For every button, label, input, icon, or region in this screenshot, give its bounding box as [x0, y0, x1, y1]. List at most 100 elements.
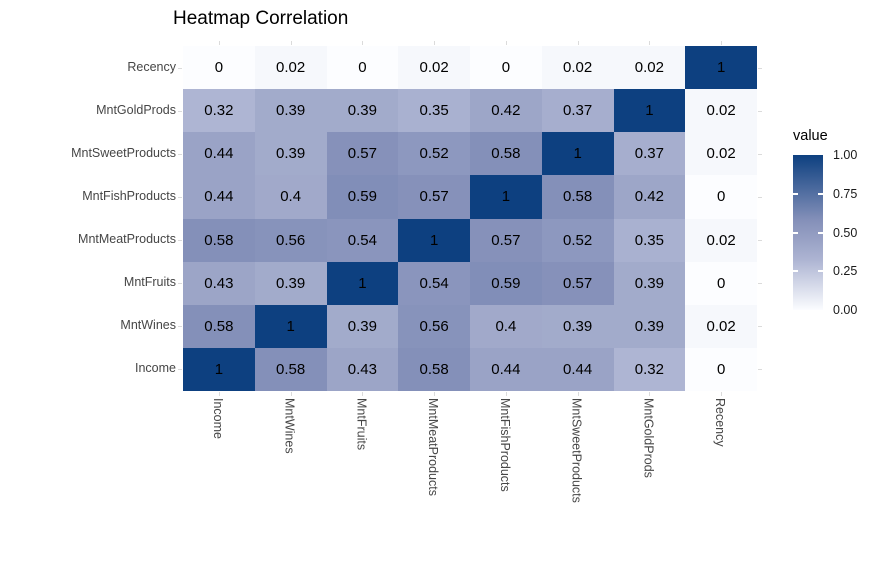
heatmap-cell: 0.02 — [685, 218, 757, 262]
heatmap-cell: 0.58 — [254, 347, 327, 391]
heatmap-cell: 0.02 — [541, 46, 614, 90]
heatmap-cell: 0.44 — [470, 347, 542, 391]
heatmap-cell: 0.58 — [541, 175, 614, 219]
y-axis-label: MntFishProducts — [82, 188, 176, 203]
heatmap-cell: 0.39 — [254, 89, 327, 133]
heatmap-cell: 0.54 — [398, 261, 470, 305]
legend-notch — [818, 192, 823, 195]
heatmap-cell: 0.58 — [398, 347, 470, 391]
axis-tick — [649, 41, 651, 45]
heatmap-cell: 1 — [326, 261, 399, 305]
heatmap-cell: 0.57 — [470, 218, 542, 262]
heatmap-cell: 0.35 — [398, 89, 470, 133]
axis-tick — [290, 392, 292, 396]
heatmap-cell: 0.02 — [398, 46, 470, 90]
heatmap-cell: 0.39 — [326, 304, 399, 348]
heatmap-cell: 0.52 — [398, 132, 470, 176]
heatmap-cell: 0.43 — [326, 347, 399, 391]
heatmap-cell: 0.59 — [470, 261, 542, 305]
axis-tick — [434, 392, 436, 396]
axis-tick — [577, 41, 579, 45]
legend-notch — [793, 192, 798, 195]
axis-tick — [178, 283, 182, 285]
axis-tick — [649, 392, 651, 396]
heatmap-cell: 0 — [685, 261, 757, 305]
axis-tick — [178, 196, 182, 198]
heatmap-cell: 0.44 — [541, 347, 614, 391]
heatmap-cell: 0 — [470, 46, 542, 90]
axis-tick — [178, 67, 182, 69]
legend-notch — [793, 231, 798, 234]
heatmap-cell: 0.44 — [183, 175, 255, 219]
legend-title: value — [793, 128, 828, 144]
heatmap-cell: 0.58 — [470, 132, 542, 176]
axis-tick — [178, 153, 182, 155]
y-axis-label: Recency — [127, 59, 176, 74]
heatmap-cell: 1 — [685, 46, 757, 90]
heatmap-cell: 0.37 — [613, 132, 686, 176]
heatmap-cell: 0.32 — [613, 347, 686, 391]
heatmap-cell: 0.54 — [326, 218, 399, 262]
legend-tick-label: 1.00 — [833, 148, 858, 162]
chart-title: Heatmap Correlation — [173, 8, 349, 29]
axis-tick — [178, 326, 182, 328]
heatmap-cell: 0.56 — [254, 218, 327, 262]
heatmap-cell: 0.57 — [541, 261, 614, 305]
heatmap-cell: 0.39 — [326, 89, 399, 133]
heatmap-cell: 0.59 — [326, 175, 399, 219]
heatmap-cell: 0.39 — [254, 261, 327, 305]
x-axis-label: MntGoldProds — [641, 398, 656, 478]
x-axis-label: MntWines — [282, 398, 297, 454]
heatmap-cell: 0 — [685, 175, 757, 219]
axis-tick — [362, 41, 364, 45]
legend-gradient-bar — [793, 155, 823, 310]
x-axis-label: MntFishProducts — [497, 398, 512, 492]
axis-tick — [758, 110, 762, 112]
heatmap-cell: 0.35 — [613, 218, 686, 262]
heatmap-cell: 0.39 — [613, 304, 686, 348]
heatmap-cell: 0.56 — [398, 304, 470, 348]
heatmap-cell: 0 — [326, 46, 399, 90]
heatmap-cell: 1 — [541, 132, 614, 176]
axis-tick — [178, 110, 182, 112]
heatmap-cell: 0.42 — [470, 89, 542, 133]
legend-tick-label: 0.00 — [833, 303, 858, 317]
heatmap-cell: 0.02 — [685, 132, 757, 176]
heatmap-cell: 0.42 — [613, 175, 686, 219]
heatmap-cell: 0.43 — [183, 261, 255, 305]
y-axis-label: MntFruits — [123, 275, 176, 290]
axis-tick — [758, 283, 762, 285]
heatmap-panel: 0 0.02 0 0.02 0 0.02 0.02 1 0.32 0.39 0.39 0.35 0.42… — [183, 46, 757, 391]
y-axis-label: Income — [135, 361, 176, 376]
heatmap-cell: 1 — [183, 347, 255, 391]
heatmap-cell: 0.58 — [183, 218, 255, 262]
heatmap-cell: 1 — [254, 304, 327, 348]
axis-tick — [218, 41, 220, 45]
y-axis-label: MntWines — [120, 318, 176, 333]
y-axis-label: MntSweetProducts — [71, 145, 176, 160]
y-axis-label: MntGoldProds — [96, 102, 176, 117]
x-axis-label: Income — [210, 398, 225, 439]
axis-tick — [434, 41, 436, 45]
x-axis-label: Recency — [713, 398, 728, 447]
legend-notch — [818, 231, 823, 234]
axis-tick — [505, 41, 507, 45]
heatmap-cell: 0.58 — [183, 304, 255, 348]
heatmap-cell: 0.32 — [183, 89, 255, 133]
heatmap-cell: 0 — [685, 347, 757, 391]
heatmap-cell: 0.02 — [685, 89, 757, 133]
legend-notch — [793, 270, 798, 273]
x-axis-label: MntMeatProducts — [426, 398, 441, 496]
heatmap-cell: 0.02 — [254, 46, 327, 90]
axis-tick — [721, 392, 723, 396]
heatmap-cell: 0.44 — [183, 132, 255, 176]
axis-tick — [758, 196, 762, 198]
heatmap-cell: 0 — [183, 46, 255, 90]
axis-tick — [290, 41, 292, 45]
axis-tick — [758, 67, 762, 69]
heatmap-cell: 0.4 — [470, 304, 542, 348]
x-axis-label: MntFruits — [354, 398, 369, 451]
heatmap-cell: 0.02 — [685, 304, 757, 348]
heatmap-cell: 0.39 — [254, 132, 327, 176]
heatmap-cell: 0.57 — [398, 175, 470, 219]
